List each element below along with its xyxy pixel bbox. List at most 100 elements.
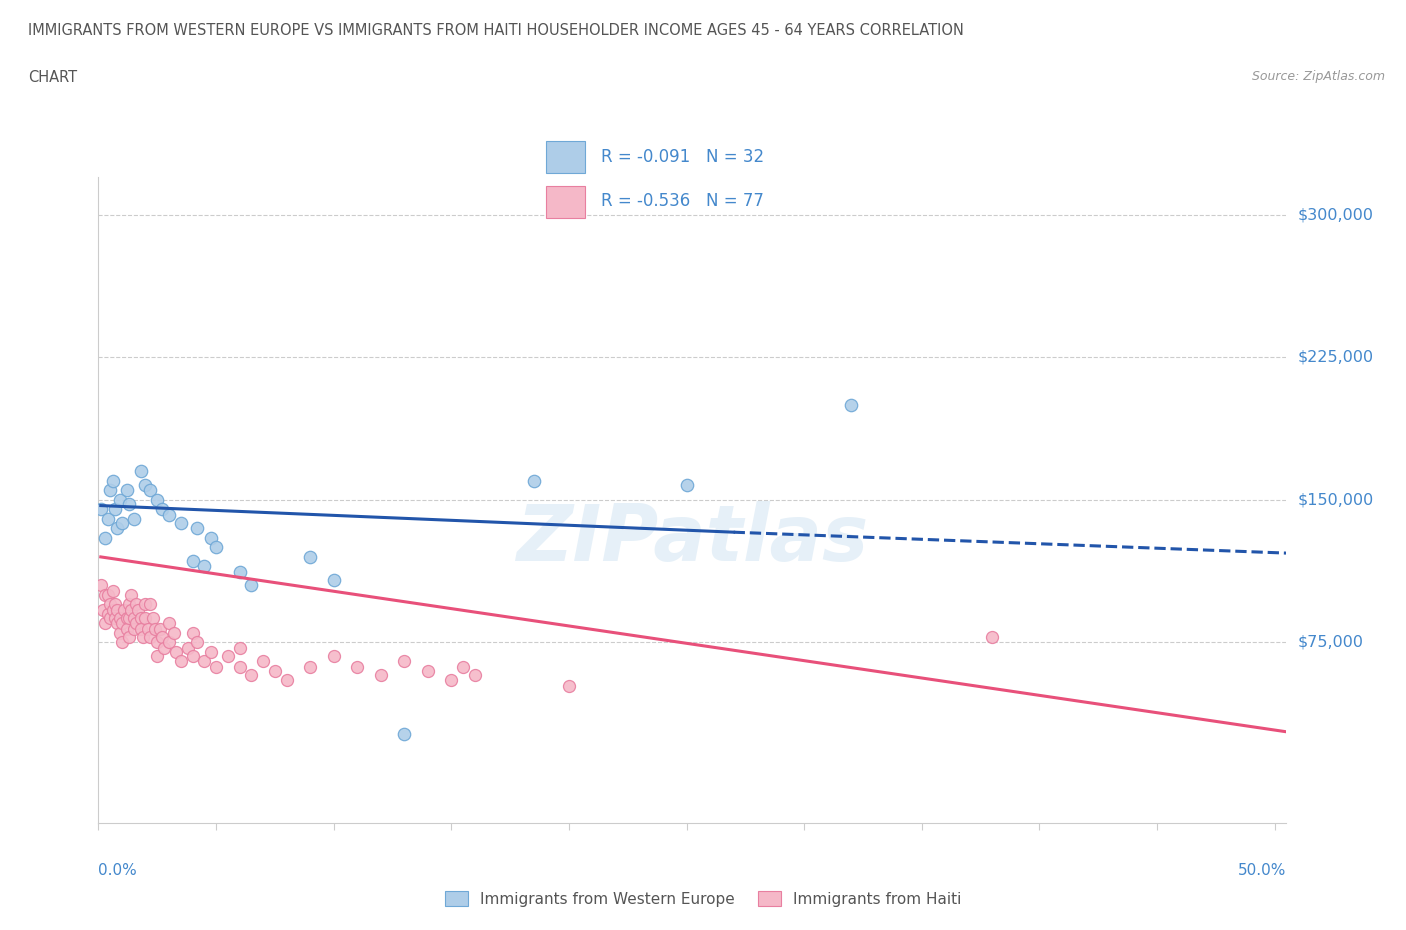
Point [143, 622, 166, 637]
Point [394, 654, 416, 669]
Text: R = -0.536   N = 77: R = -0.536 N = 77 [602, 192, 763, 210]
Point [149, 622, 172, 637]
Point [322, 572, 344, 587]
Point [97, 512, 120, 526]
Point [91, 603, 114, 618]
Point [299, 659, 322, 674]
Point [394, 726, 416, 741]
Point [228, 659, 250, 674]
Point [127, 603, 149, 618]
Point [97, 588, 120, 603]
Point [108, 626, 131, 641]
Point [464, 668, 486, 683]
Point [108, 610, 131, 625]
Point [120, 603, 142, 618]
Point [101, 603, 124, 618]
Point [90, 578, 112, 592]
Point [129, 610, 152, 625]
Point [101, 584, 124, 599]
Point [146, 648, 169, 663]
Point [276, 673, 298, 688]
Point [104, 597, 127, 612]
Point [125, 616, 148, 631]
Text: ZIPatlas: ZIPatlas [516, 500, 869, 577]
Point [299, 550, 322, 565]
Point [181, 553, 204, 568]
Point [115, 622, 138, 637]
Point [228, 641, 250, 656]
Point [120, 588, 142, 603]
Point [165, 644, 187, 659]
Point [558, 679, 581, 694]
Point [136, 622, 159, 637]
Point [98, 597, 121, 612]
Text: 50.0%: 50.0% [1239, 863, 1286, 878]
Point [252, 654, 274, 669]
Point [346, 659, 368, 674]
Point [115, 610, 138, 625]
Text: R = -0.091   N = 32: R = -0.091 N = 32 [602, 148, 765, 166]
Point [200, 644, 222, 659]
FancyBboxPatch shape [546, 141, 585, 173]
Point [157, 508, 180, 523]
Point [150, 630, 173, 644]
Point [228, 565, 250, 579]
Text: $225,000: $225,000 [1298, 350, 1374, 365]
Point [122, 622, 145, 637]
Text: Source: ZipAtlas.com: Source: ZipAtlas.com [1251, 70, 1385, 83]
Point [451, 659, 474, 674]
Point [416, 663, 439, 678]
Point [118, 597, 141, 612]
Point [132, 630, 155, 644]
Point [157, 635, 180, 650]
Point [141, 610, 163, 625]
Point [118, 630, 141, 644]
Point [134, 477, 156, 492]
Point [177, 641, 200, 656]
Point [163, 626, 186, 641]
Point [105, 616, 128, 631]
Legend: Immigrants from Western Europe, Immigrants from Haiti: Immigrants from Western Europe, Immigran… [439, 885, 967, 913]
Point [170, 654, 193, 669]
Point [98, 610, 121, 625]
Point [101, 473, 124, 488]
Point [186, 635, 208, 650]
Point [139, 597, 162, 612]
Point [104, 610, 127, 625]
Point [94, 530, 117, 545]
Point [146, 493, 169, 508]
Point [94, 588, 117, 603]
Text: IMMIGRANTS FROM WESTERN EUROPE VS IMMIGRANTS FROM HAITI HOUSEHOLDER INCOME AGES : IMMIGRANTS FROM WESTERN EUROPE VS IMMIGR… [28, 23, 965, 38]
Point [146, 635, 169, 650]
Point [134, 597, 156, 612]
Text: $75,000: $75,000 [1298, 635, 1364, 650]
Point [111, 635, 134, 650]
Point [104, 502, 127, 517]
Text: $300,000: $300,000 [1298, 207, 1374, 222]
Point [157, 616, 180, 631]
Point [134, 610, 156, 625]
Point [118, 610, 141, 625]
Point [139, 483, 162, 498]
Point [193, 654, 215, 669]
Point [150, 502, 173, 517]
Point [105, 603, 128, 618]
Point [240, 578, 263, 592]
Point [139, 630, 162, 644]
Point [105, 521, 128, 536]
Point [675, 477, 697, 492]
Point [217, 648, 239, 663]
Point [115, 483, 138, 498]
Point [240, 668, 263, 683]
Point [108, 493, 131, 508]
Point [523, 473, 546, 488]
Point [170, 515, 193, 530]
Point [181, 626, 204, 641]
Point [205, 659, 228, 674]
FancyBboxPatch shape [546, 186, 585, 219]
Point [90, 502, 112, 517]
Point [122, 512, 145, 526]
Point [111, 515, 134, 530]
Point [112, 603, 135, 618]
Point [193, 559, 215, 574]
